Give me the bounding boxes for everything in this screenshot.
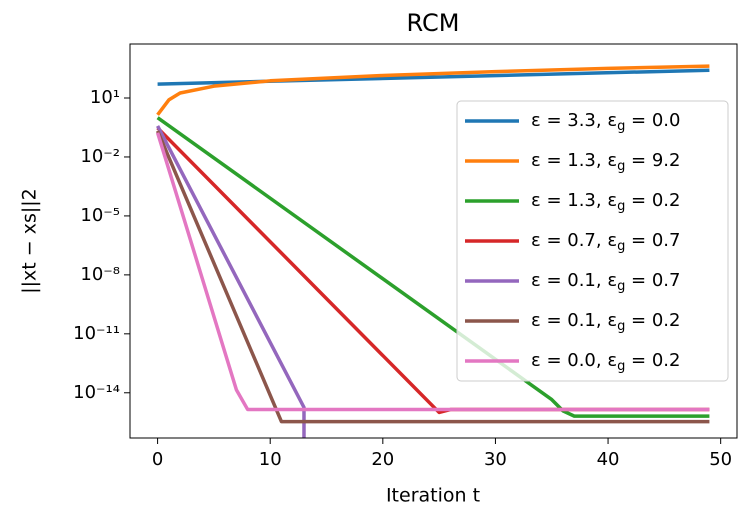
legend-label: ε = 3.3, εg = 0.0: [531, 110, 680, 134]
x-tick-label: 0: [152, 449, 163, 470]
plot-lines: [155, 64, 710, 438]
y-tick-label: 10⁻¹¹: [73, 323, 120, 344]
y-tick-label: 10¹: [90, 87, 120, 108]
chart-title: RCM: [407, 9, 460, 37]
legend-label: ε = 0.1, εg = 0.7: [531, 270, 680, 294]
x-axis-label: Iteration t: [386, 485, 480, 507]
series-line: [156, 64, 710, 116]
series-line: [156, 125, 306, 438]
x-tick-label: 40: [597, 449, 620, 470]
legend-label: ε = 0.7, εg = 0.7: [531, 230, 680, 254]
y-tick-label: 10⁻²: [80, 146, 120, 167]
x-tick-label: 20: [371, 449, 394, 470]
x-tick-label: 30: [484, 449, 507, 470]
legend-label: ε = 0.1, εg = 0.2: [531, 310, 680, 334]
legend-box: [456, 100, 729, 382]
legend-label: ε = 1.3, εg = 0.2: [531, 190, 680, 214]
legend-label: ε = 1.3, εg = 9.2: [531, 150, 680, 174]
x-tick-label: 10: [259, 449, 282, 470]
y-tick-label: 10⁻¹⁴: [73, 382, 120, 403]
plot-frame: [129, 43, 738, 439]
x-tick-label: 50: [709, 449, 732, 470]
y-tick-label: 10⁻⁵: [80, 205, 120, 226]
series-line: [155, 132, 710, 412]
y-tick-label: 10⁻⁸: [80, 264, 120, 285]
y-axis-label: ||xt − xs||2: [19, 188, 41, 294]
series-line: [155, 130, 710, 424]
legend-label: ε = 0.0, εg = 0.2: [531, 350, 680, 374]
